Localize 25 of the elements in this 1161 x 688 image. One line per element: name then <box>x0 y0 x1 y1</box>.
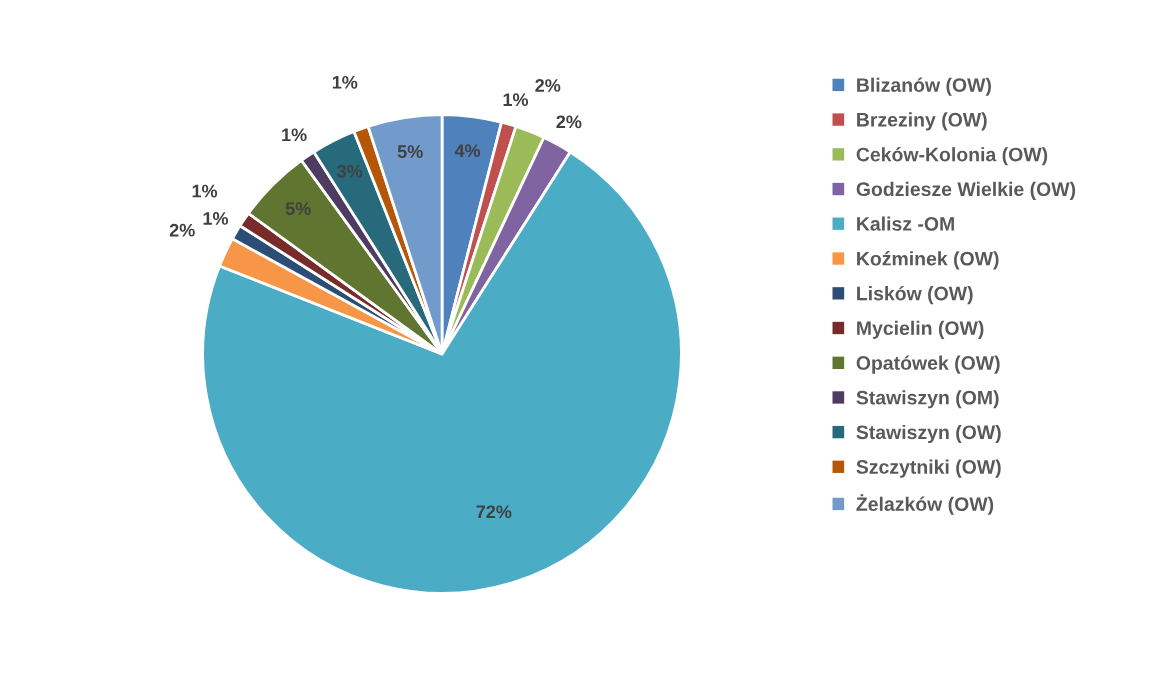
legend-label: Szczytniki (OW) <box>856 459 1001 478</box>
data-label: 1% <box>192 184 218 198</box>
legend-label: Lisków (OW) <box>857 285 973 305</box>
data-label: 5% <box>397 145 423 158</box>
data-label: 1% <box>503 93 529 107</box>
legend-label: Stawiszyn (OM) <box>856 390 999 409</box>
legend-label: Opatówek (OW) <box>856 355 1000 374</box>
legend-label: Żelazków (OW) <box>856 494 994 515</box>
data-label: 2% <box>535 79 561 92</box>
legend-label: Brzeziny (OW) <box>857 112 987 131</box>
data-label: 1% <box>203 212 229 225</box>
legend-label: Ceków-Kolonia (OW) <box>856 146 1048 166</box>
data-label: 3% <box>337 164 363 178</box>
legend-label: Blizanów (OW) <box>857 77 991 96</box>
legend-label: Koźminek (OW) <box>857 251 999 270</box>
legend-label: Stawiszyn (OW) <box>856 424 1001 444</box>
data-label: 2% <box>169 223 195 237</box>
legend-label: Godziesze Wielkie (OW) <box>856 181 1076 200</box>
data-label: 1% <box>332 75 358 89</box>
data-label: 1% <box>282 128 307 142</box>
data-label: 72% <box>476 505 512 519</box>
data-label: 2% <box>556 115 582 129</box>
legend-label: Kalisz -OM <box>857 216 954 231</box>
data-label: 4% <box>454 144 481 158</box>
legend-label: Mycielin (OW) <box>857 320 984 339</box>
